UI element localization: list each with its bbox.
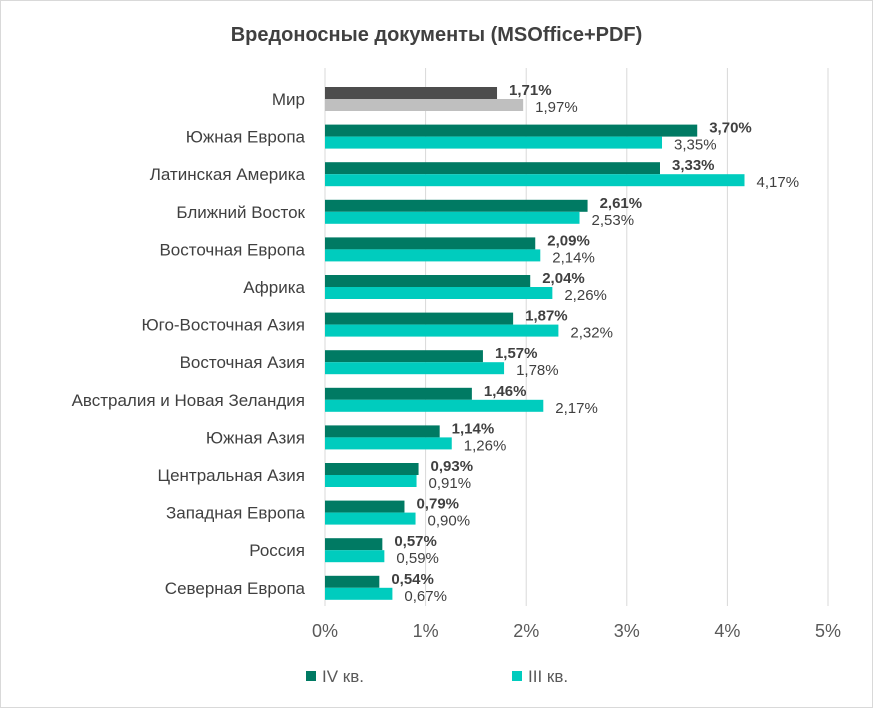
- category-label: Центральная Азия: [158, 466, 306, 485]
- bar-iv-quarter: [325, 275, 531, 287]
- data-label-iii-quarter: 0,67%: [404, 588, 447, 605]
- data-label-iv-quarter: 1,87%: [525, 308, 568, 325]
- bar-iii-quarter: [325, 287, 553, 299]
- data-label-iii-quarter: 3,35%: [674, 137, 717, 154]
- data-label-iv-quarter: 3,33%: [672, 157, 715, 174]
- chart-title: Вредоносные документы (MSOffice+PDF): [230, 24, 643, 46]
- legend-swatch-iii-quarter: [512, 671, 522, 681]
- x-tick-label: 5%: [815, 621, 841, 641]
- bar-iii-quarter: [325, 211, 580, 224]
- bar-iv-quarter: [325, 350, 483, 363]
- x-tick-label: 2%: [513, 621, 539, 641]
- data-label-iv-quarter: 0,93%: [431, 458, 474, 475]
- data-label-iii-quarter: 1,78%: [516, 362, 559, 379]
- legend-swatch-iv-quarter: [306, 671, 316, 681]
- category-label: Африка: [243, 278, 305, 297]
- bar-iii-quarter: [325, 587, 393, 600]
- bar-iv-quarter: [325, 87, 498, 99]
- bar-iv-quarter: [325, 237, 536, 250]
- data-label-iii-quarter: 0,59%: [396, 550, 439, 567]
- data-label-iii-quarter: 2,17%: [555, 400, 598, 417]
- data-label-iii-quarter: 4,17%: [757, 174, 800, 191]
- category-label: Россия: [249, 541, 305, 560]
- bar-iv-quarter: [325, 162, 660, 175]
- bar-iv-quarter: [325, 463, 419, 475]
- bar-iii-quarter: [325, 136, 663, 149]
- x-tick-label: 3%: [614, 621, 640, 641]
- bar-iii-quarter: [325, 174, 745, 187]
- category-label: Австралия и Новая Зеландия: [72, 391, 305, 410]
- category-label: Латинская Америка: [150, 165, 306, 184]
- bar-iv-quarter: [325, 575, 380, 588]
- data-label-iv-quarter: 1,14%: [452, 420, 495, 437]
- bar-iii-quarter: [325, 475, 417, 487]
- bar-iv-quarter: [325, 387, 472, 400]
- bar-iv-quarter: [325, 199, 588, 212]
- bar-iii-quarter: [325, 512, 416, 525]
- data-label-iii-quarter: 2,14%: [552, 249, 595, 266]
- category-label: Южная Европа: [186, 128, 306, 147]
- data-label-iv-quarter: 2,61%: [600, 195, 643, 212]
- data-label-iv-quarter: 3,70%: [709, 120, 752, 137]
- data-label-iv-quarter: 2,09%: [547, 232, 590, 249]
- category-label: Мир: [272, 90, 305, 109]
- category-label: Ближний Восток: [176, 203, 305, 222]
- category-label: Южная Азия: [206, 428, 305, 447]
- x-tick-label: 0%: [312, 621, 338, 641]
- x-tick-label: 1%: [413, 621, 439, 641]
- bar-iv-quarter: [325, 312, 514, 325]
- data-label-iii-quarter: 0,91%: [429, 475, 472, 492]
- bar-iii-quarter: [325, 324, 559, 337]
- bar-iii-quarter: [325, 437, 452, 450]
- category-label: Восточная Азия: [180, 353, 305, 372]
- data-label-iv-quarter: 0,79%: [416, 496, 459, 513]
- category-label: Западная Европа: [166, 504, 306, 523]
- data-label-iv-quarter: 0,57%: [394, 533, 437, 550]
- bar-iii-quarter: [325, 99, 524, 111]
- bar-iii-quarter: [325, 249, 541, 262]
- bar-iv-quarter: [325, 500, 405, 513]
- data-label-iii-quarter: 2,53%: [592, 212, 635, 229]
- data-label-iv-quarter: 2,04%: [542, 270, 585, 287]
- data-label-iv-quarter: 1,71%: [509, 82, 552, 99]
- data-label-iii-quarter: 1,26%: [464, 437, 507, 454]
- data-label-iii-quarter: 2,26%: [564, 287, 607, 304]
- data-label-iv-quarter: 1,57%: [495, 345, 538, 362]
- data-label-iii-quarter: 2,32%: [570, 325, 613, 342]
- bar-iii-quarter: [325, 399, 544, 412]
- data-label-iv-quarter: 0,54%: [391, 571, 434, 588]
- bar-iv-quarter: [325, 538, 383, 551]
- bar-iv-quarter: [325, 425, 440, 438]
- data-label-iv-quarter: 1,46%: [484, 383, 527, 400]
- category-label: Восточная Европа: [159, 240, 305, 259]
- x-tick-label: 4%: [714, 621, 740, 641]
- legend-label-iv-quarter: IV кв.: [322, 667, 364, 686]
- bar-iii-quarter: [325, 362, 505, 375]
- data-label-iii-quarter: 1,97%: [535, 99, 578, 116]
- category-label: Северная Европа: [165, 579, 306, 598]
- category-label: Юго-Восточная Азия: [141, 316, 305, 335]
- bar-iii-quarter: [325, 550, 385, 563]
- data-label-iii-quarter: 0,90%: [428, 513, 471, 530]
- legend-label-iii-quarter: III кв.: [528, 667, 568, 686]
- bar-iv-quarter: [325, 124, 698, 137]
